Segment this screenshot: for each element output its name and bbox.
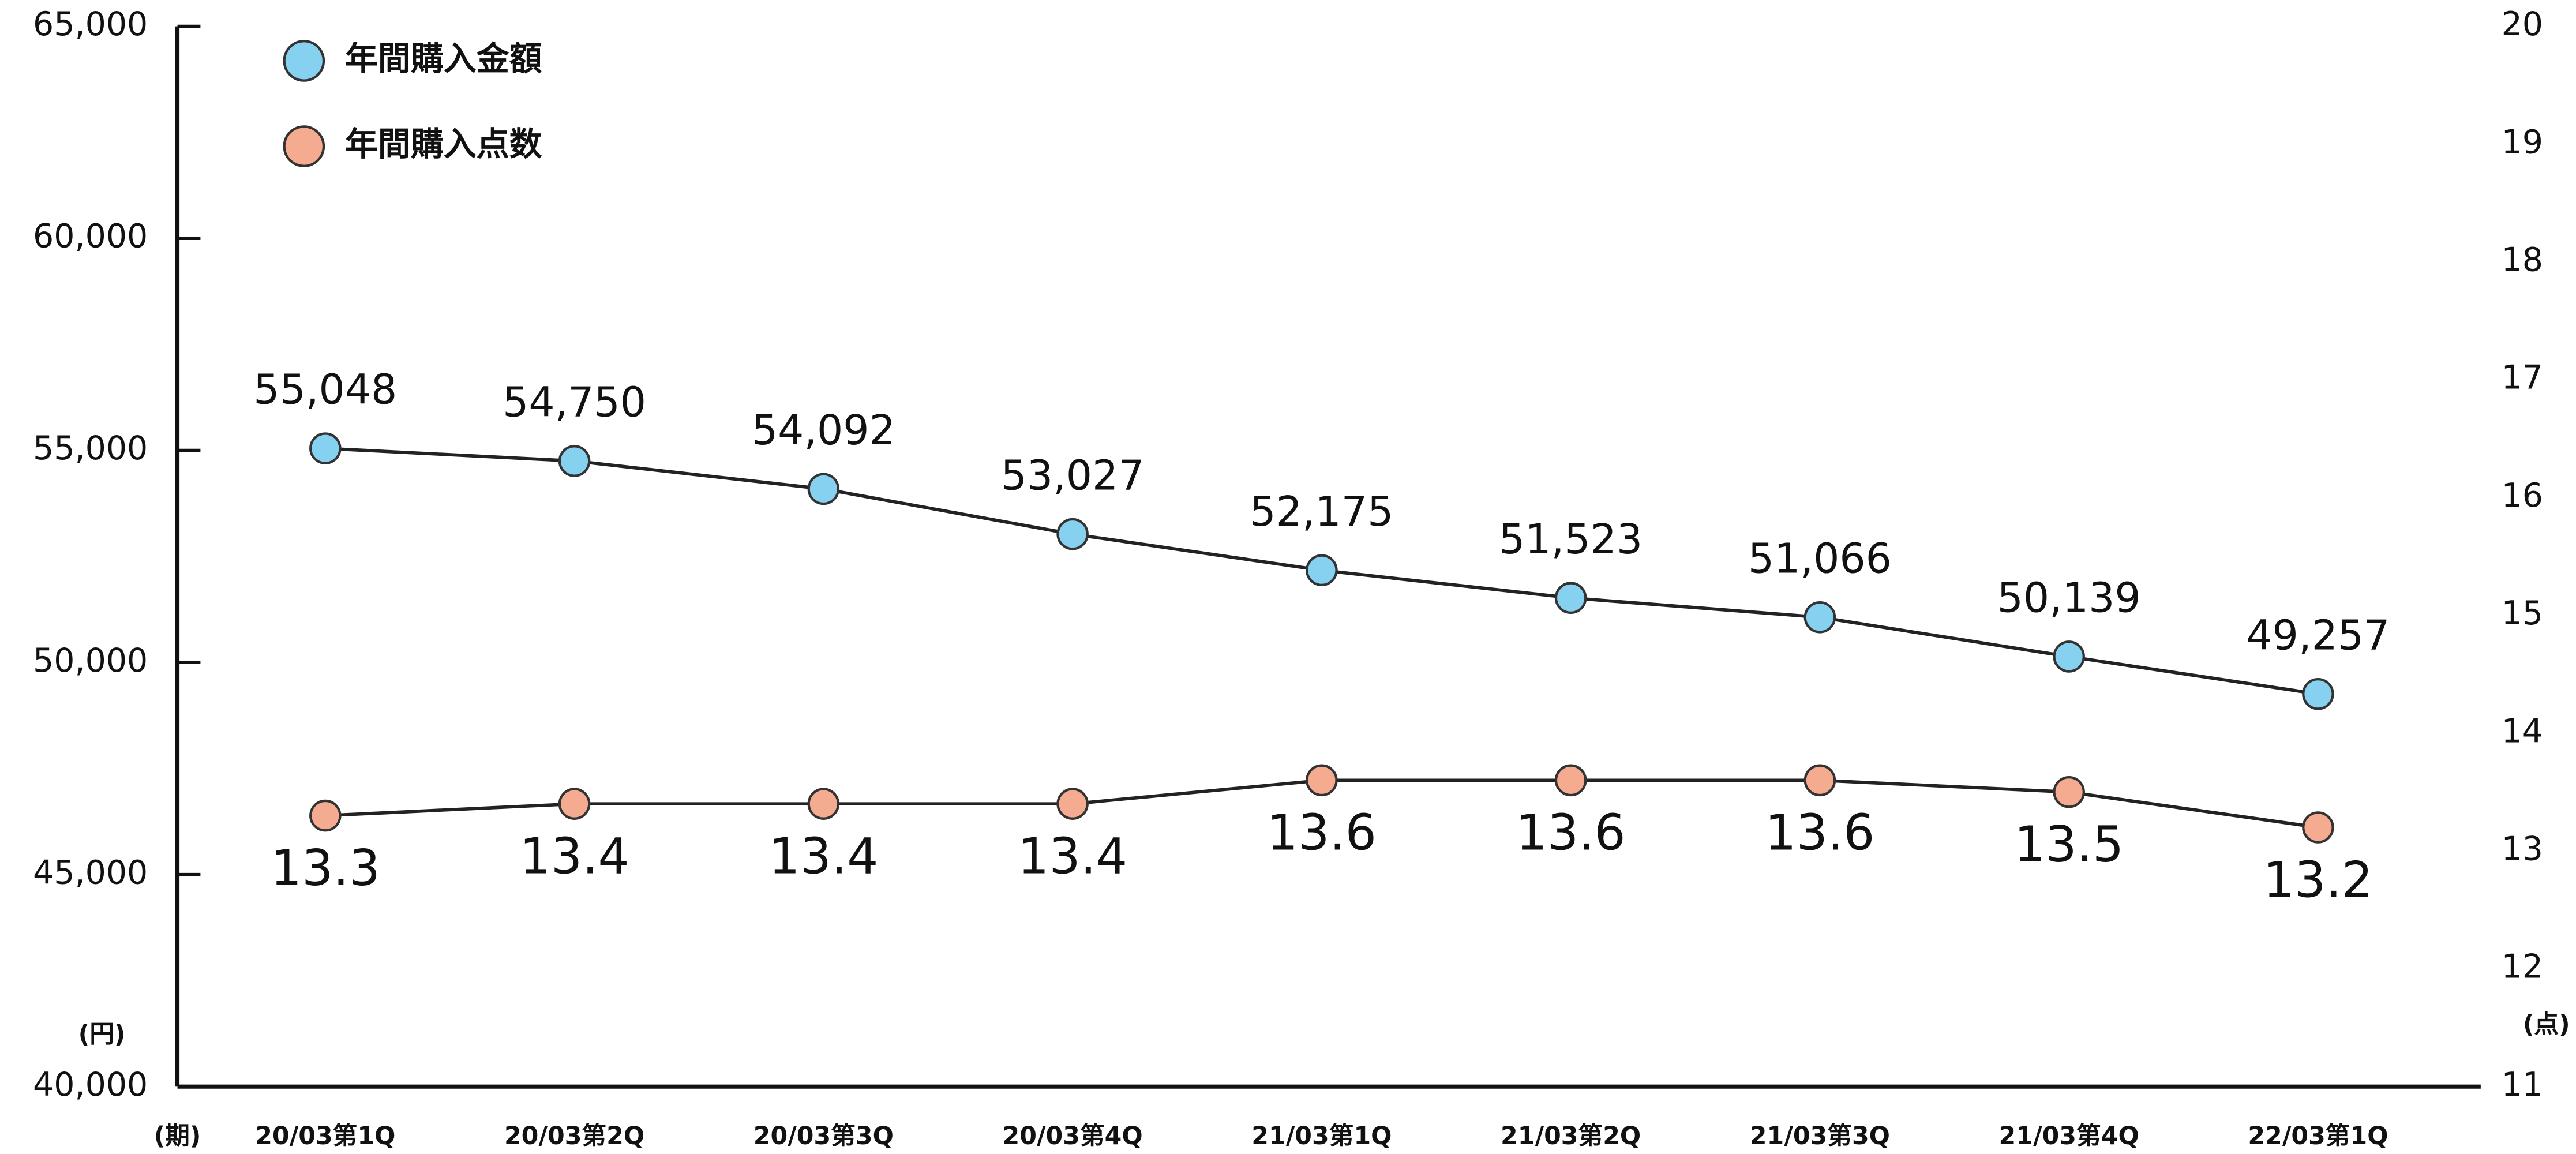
data-label: 49,257 (2246, 611, 2390, 659)
y2-tick-label: 20 (2502, 5, 2543, 43)
x-tick-label: 21/03第4Q (1999, 1122, 2139, 1151)
data-point (1554, 582, 1587, 614)
data-point (2302, 677, 2334, 710)
data-label: 53,027 (1001, 451, 1145, 499)
legend-label: 年間購入金額 (345, 40, 542, 78)
data-label: 13.5 (2014, 816, 2124, 874)
data-point (309, 432, 342, 464)
y-axis-label: (円) (78, 1020, 126, 1048)
x-tick-label: 21/03第1Q (1251, 1122, 1392, 1151)
data-label: 13.3 (271, 840, 380, 897)
y2-tick-label: 19 (2502, 123, 2543, 161)
y-tick-label: 40,000 (33, 1066, 148, 1104)
data-label: 54,092 (752, 406, 895, 454)
y2-tick-label: 15 (2502, 594, 2543, 632)
data-label: 13.4 (1018, 828, 1127, 885)
data-point (1803, 601, 1836, 634)
x-tick-label: 20/03第3Q (753, 1122, 894, 1151)
legend-marker (283, 125, 325, 167)
y2-axis-label: (点) (2523, 1010, 2570, 1039)
data-point (1803, 764, 1836, 797)
data-point (2053, 775, 2085, 808)
y2-tick-label: 17 (2502, 359, 2543, 397)
data-label: 13.6 (1516, 805, 1626, 862)
data-point (2302, 811, 2334, 844)
data-point (1056, 518, 1089, 550)
data-point (807, 788, 840, 820)
y-tick-label: 55,000 (33, 429, 148, 467)
legend-marker (283, 40, 325, 82)
data-point (1306, 554, 1338, 587)
data-label: 51,066 (1748, 534, 1892, 582)
y2-tick-label: 14 (2502, 712, 2543, 750)
data-point (1554, 764, 1587, 797)
x-tick-label: 21/03第2Q (1501, 1122, 1641, 1151)
data-label: 13.2 (2263, 852, 2373, 909)
data-point (1056, 788, 1089, 820)
data-label: 52,175 (1250, 488, 1393, 535)
data-point (807, 473, 840, 505)
data-label: 13.6 (1267, 805, 1377, 862)
y2-tick-label: 13 (2502, 830, 2543, 868)
y2-tick-label: 12 (2502, 948, 2543, 986)
x-tick-label: 22/03第1Q (2248, 1122, 2388, 1151)
x-axis-label: (期) (154, 1122, 201, 1151)
data-label: 51,523 (1499, 515, 1643, 563)
legend-label: 年間購入点数 (345, 125, 542, 163)
x-tick-label: 20/03第4Q (1003, 1122, 1143, 1151)
data-label: 55,048 (253, 366, 397, 414)
data-label: 13.6 (1765, 805, 1874, 862)
x-tick-label: 20/03第2Q (504, 1122, 644, 1151)
y-tick-label: 60,000 (33, 218, 148, 256)
data-point (309, 799, 342, 832)
data-label: 13.4 (519, 828, 629, 885)
data-point (558, 788, 591, 820)
data-point (1306, 764, 1338, 797)
y-tick-label: 65,000 (33, 5, 148, 43)
data-label: 54,750 (503, 379, 646, 426)
data-point (558, 445, 591, 477)
y2-tick-label: 16 (2502, 477, 2543, 515)
x-tick-label: 21/03第3Q (1750, 1122, 1890, 1151)
y-tick-label: 50,000 (33, 642, 148, 680)
y2-tick-label: 11 (2502, 1066, 2543, 1104)
data-label: 13.4 (768, 828, 878, 885)
data-point (2053, 640, 2085, 673)
data-label: 50,139 (1997, 574, 2141, 622)
x-tick-label: 20/03第1Q (255, 1122, 395, 1151)
y-tick-label: 45,000 (33, 853, 148, 891)
y2-tick-label: 18 (2502, 241, 2543, 279)
